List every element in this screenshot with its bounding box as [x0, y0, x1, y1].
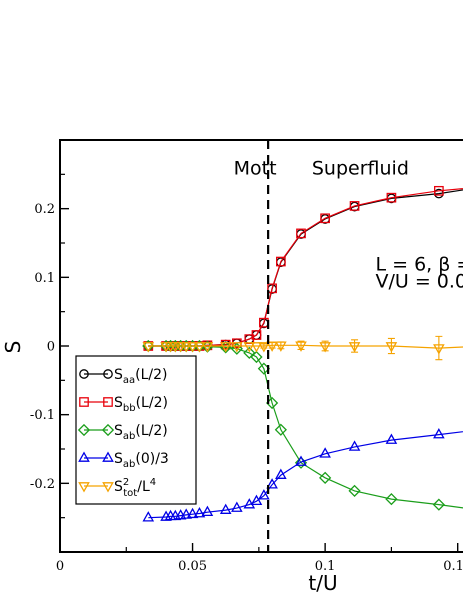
annotations: Mott Superfluid L = 6, β =V/U = 0.0 [234, 157, 463, 292]
legend: Saa(L/2) Sbb(L/2) Sab(L/2) Sab(0)/3 S2 tot/L4 [75, 355, 197, 505]
data-point [386, 192, 397, 203]
data-point [180, 342, 193, 353]
data-point [385, 433, 398, 444]
legend-entry: Saa(L/2) [79, 367, 168, 386]
y-tick-label: -0.2 [30, 477, 55, 492]
data-point [201, 342, 214, 353]
data-point [219, 342, 232, 353]
legend-label: Sab(0)/3 [114, 451, 169, 470]
series-layer [142, 185, 463, 522]
data-point [319, 342, 331, 353]
data-point [348, 342, 361, 353]
data-point [142, 342, 155, 353]
data-point [267, 283, 277, 294]
data-point [193, 507, 206, 518]
series-3-ab-0-3 [142, 428, 463, 522]
data-point [258, 342, 270, 353]
y-tick-label: 0.2 [34, 202, 55, 217]
data-point [296, 228, 306, 239]
legend-marker [103, 397, 113, 407]
legend-label: Saa(L/2) [114, 367, 168, 386]
data-point [231, 342, 243, 353]
y-tick-label: 0 [47, 340, 55, 355]
data-point [193, 342, 206, 353]
y-tick-label: 0.1 [34, 271, 55, 286]
data-point [201, 505, 214, 517]
data-point [250, 350, 263, 364]
data-point [186, 507, 199, 519]
legend-label: S2 tot/L4 [114, 477, 156, 499]
data-point [258, 489, 270, 500]
legend-marker [79, 369, 89, 379]
data-point [295, 455, 307, 466]
data-point [275, 468, 287, 479]
annotation-mott: Mott [234, 157, 277, 179]
x-tick-label: 0 [56, 559, 64, 574]
data-point [266, 341, 278, 352]
data-point [276, 256, 286, 267]
data-point [275, 341, 287, 352]
data-point [320, 213, 330, 224]
legend-marker [77, 423, 91, 437]
data-point [186, 342, 199, 353]
data-point [433, 344, 445, 355]
legend-label: Sbb(L/2) [114, 395, 168, 414]
data-point [274, 423, 287, 436]
y-axis-label: S [1, 341, 25, 354]
annotation-l-6: L = 6, β = [376, 253, 463, 275]
data-point [250, 494, 263, 506]
y-tick-label: -0.1 [30, 408, 55, 423]
legend-entry: Sbb(L/2) [79, 395, 168, 414]
legend-marker [78, 482, 90, 493]
series-4-tot-l [142, 335, 463, 361]
data-point [243, 346, 256, 359]
data-point [243, 342, 256, 353]
legend-entry: Sab(L/2) [77, 423, 168, 442]
data-point [266, 478, 278, 489]
x-tick-label: 0.15 [443, 559, 463, 574]
data-point [319, 447, 331, 458]
data-point [180, 508, 193, 519]
legend-marker [78, 451, 90, 462]
data-point [230, 342, 243, 355]
data-point [174, 342, 187, 353]
data-point [319, 471, 332, 484]
legend-marker [102, 482, 114, 493]
data-point [434, 185, 444, 196]
axes: 0 0.05 0.1 0.15 -0.2 -0.1 0 0.1 0.2 t/U S [1, 139, 463, 595]
data-point [219, 503, 232, 514]
data-point [295, 341, 307, 352]
data-point [385, 493, 398, 506]
annotation-v-u-0-0: V/U = 0.0 [376, 271, 463, 293]
data-point [142, 511, 155, 522]
legend-entry: S2 tot/L4 [78, 477, 156, 499]
legend-entry: Sab(0)/3 [78, 451, 169, 470]
legend-marker [102, 451, 114, 462]
x-tick-label: 0.05 [178, 559, 207, 574]
data-point [385, 342, 398, 353]
data-point [164, 509, 177, 521]
annotation-superfluid: Superfluid [312, 157, 409, 179]
legend-marker [103, 369, 113, 379]
x-axis-label: t/U [308, 571, 337, 595]
legend-marker [101, 423, 115, 437]
data-point [349, 201, 360, 211]
legend-marker [79, 397, 89, 407]
data-point [433, 428, 445, 439]
error-bar [435, 335, 443, 361]
data-point [348, 440, 361, 451]
legend-label: Sab(L/2) [114, 423, 168, 442]
data-point [250, 342, 263, 353]
x-tick-label: 0.1 [315, 559, 336, 574]
data-point [348, 484, 361, 498]
data-point [251, 330, 262, 340]
data-point [231, 501, 243, 512]
data-point [432, 498, 445, 511]
